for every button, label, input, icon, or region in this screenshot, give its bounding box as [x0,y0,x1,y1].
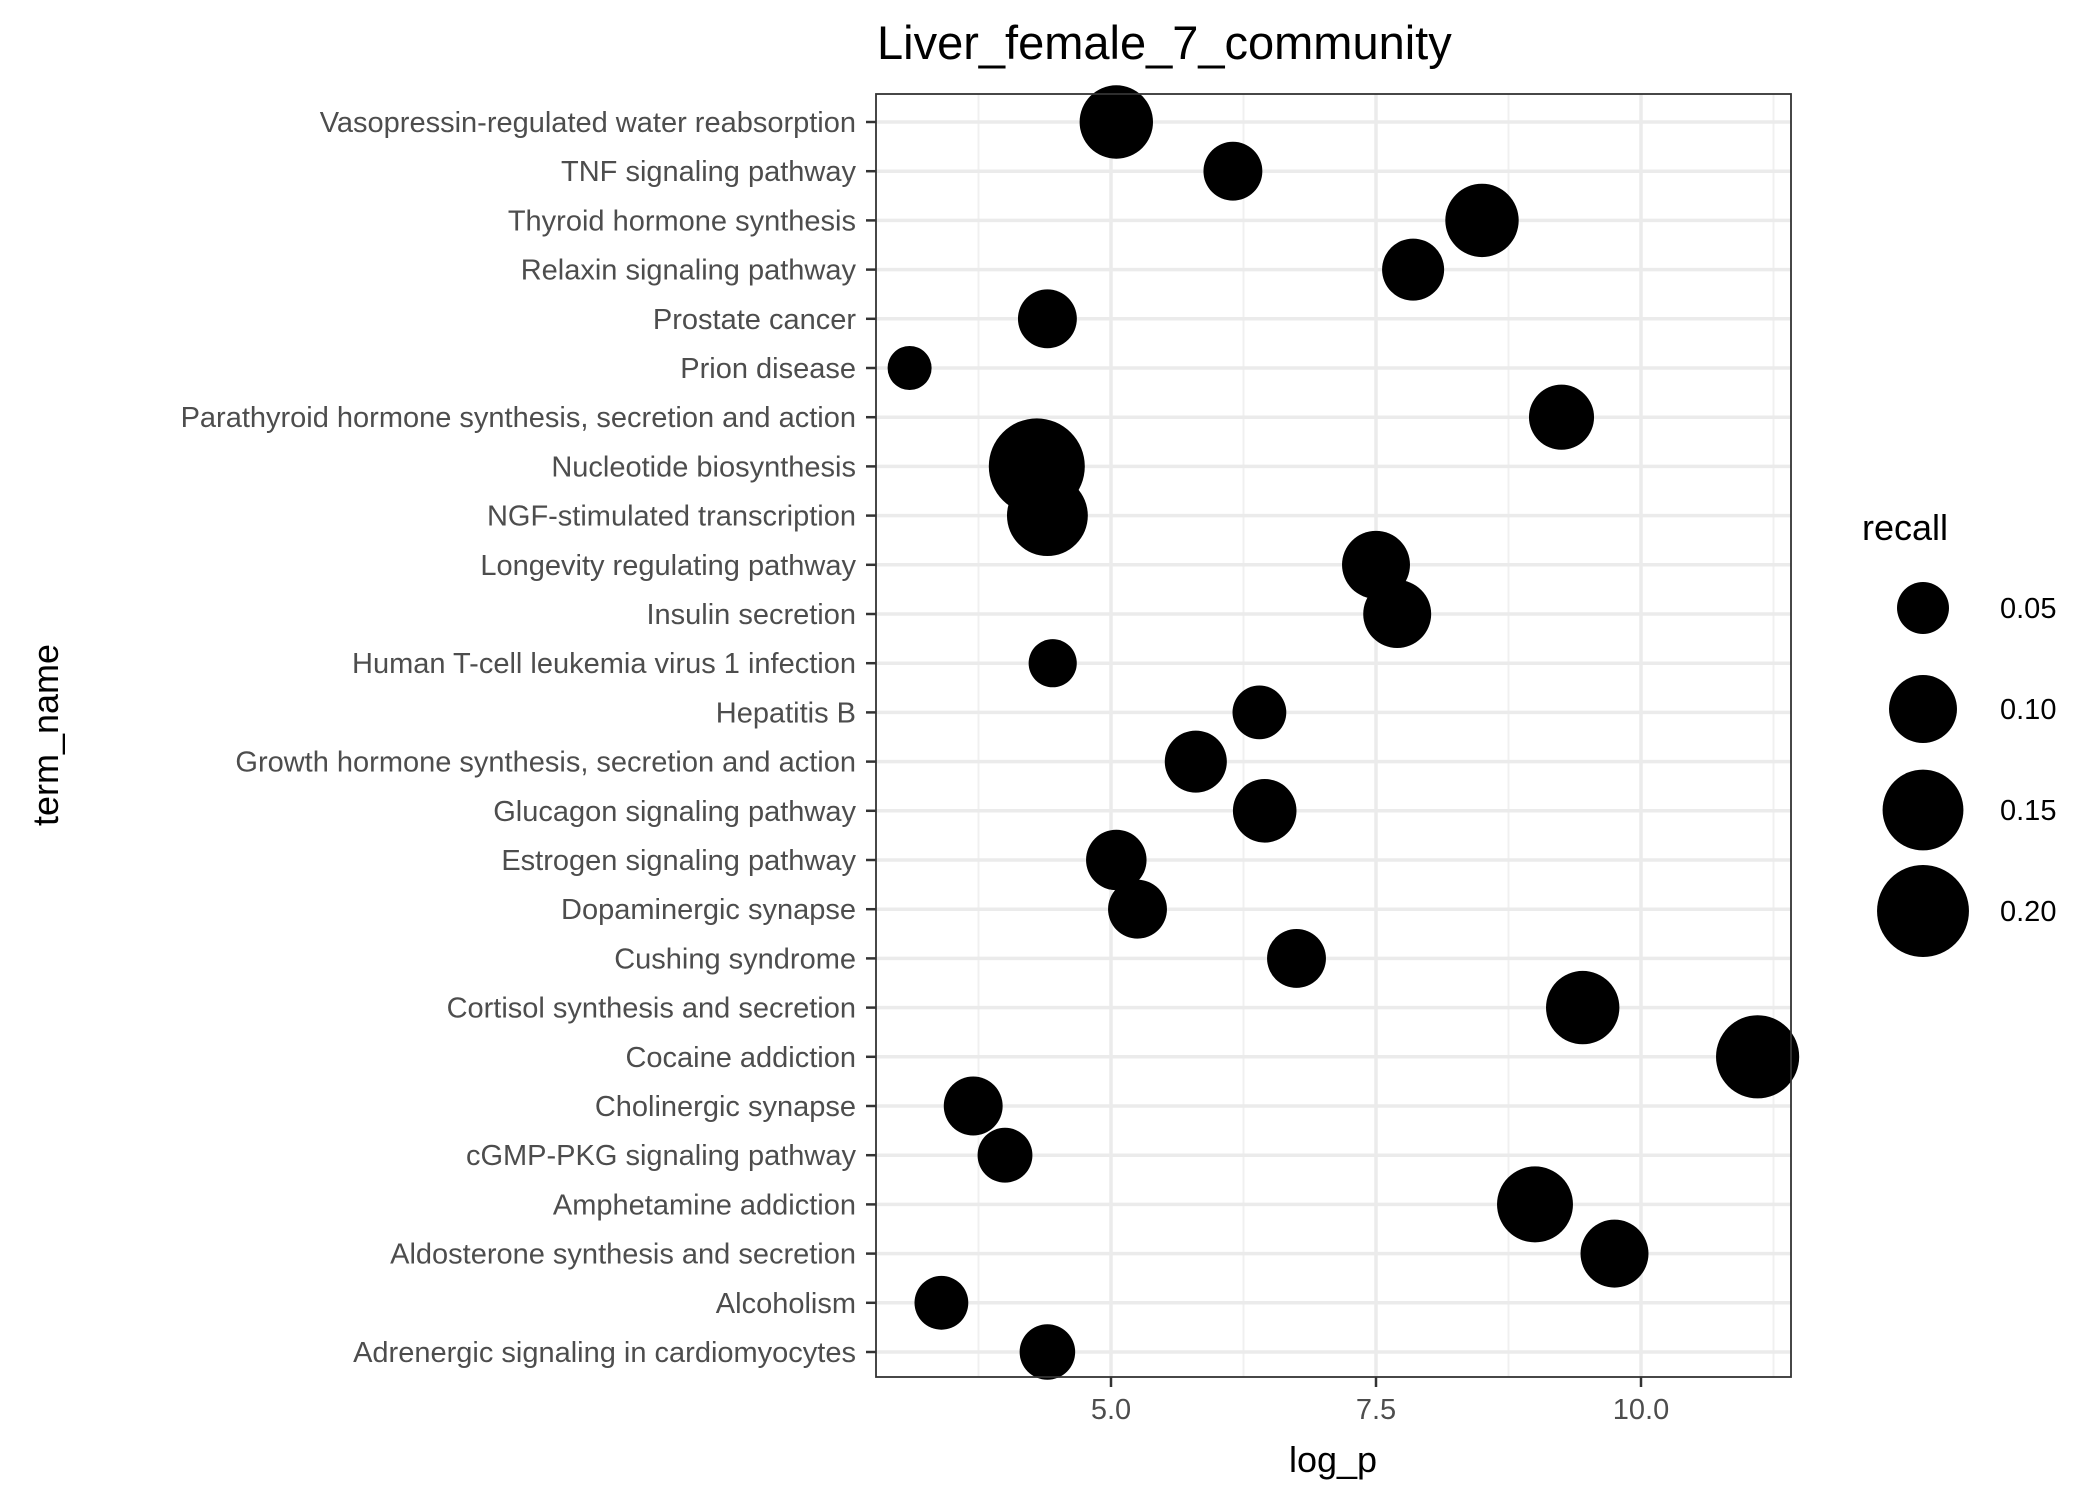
bubble [1580,1219,1649,1288]
legend-key-label: 0.15 [2000,795,2056,827]
panel-background [876,94,1791,1377]
bubble [1445,183,1519,258]
bubble [1546,970,1620,1045]
legend-key-label: 0.05 [2000,593,2056,625]
bubble [1108,879,1167,939]
bubble [1017,289,1077,349]
y-tick-label: Cushing syndrome [614,943,856,975]
y-tick-label: Dopaminergic synapse [561,894,856,926]
y-tick-label: Prostate cancer [653,304,856,336]
y-tick-label: Parathyroid hormone synthesis, secretion… [181,402,856,434]
bubble [1079,85,1153,159]
y-tick-label: Adrenergic signaling in cardiomyocytes [353,1337,856,1369]
y-tick-label: Prion disease [680,353,856,385]
x-tick-label: 10.0 [1613,1394,1669,1426]
bubble [988,418,1085,515]
y-tick-label: Vasopressin-regulated water reabsorption [320,107,856,139]
bubble [1203,141,1263,201]
bubble [943,1076,1003,1136]
x-tick-label: 7.5 [1356,1394,1396,1426]
bubble [977,1127,1033,1183]
panel-grid [876,94,1791,1377]
legend-key-label: 0.20 [2000,896,2056,928]
legend-key-circle [1889,675,1957,743]
size-legend: recall 0.05 0.10 0.15 0.20 [1862,507,2056,957]
y-axis-title: term_name [25,644,66,826]
y-tick-label: Growth hormone synthesis, secretion and … [235,747,856,779]
y-tick-label: Human T-cell leukemia virus 1 infection [352,648,856,680]
bubble [1232,779,1297,843]
legend-key-circle [1877,865,1969,957]
bubble [1716,1015,1800,1099]
y-tick-label: Nucleotide biosynthesis [551,451,856,483]
legend-key-label: 0.10 [2000,694,2056,726]
bubble [914,1275,969,1330]
y-tick-label: cGMP-PKG signaling pathway [466,1140,857,1172]
y-tick-label: Cortisol synthesis and secretion [447,993,856,1025]
bubble [1086,829,1147,891]
chart-title: Liver_female_7_community [877,16,1452,69]
y-tick-label: Relaxin signaling pathway [521,255,857,287]
x-tick-label: 5.0 [1091,1394,1131,1426]
bubble [1497,1166,1573,1243]
y-tick-label: Alcoholism [716,1288,856,1320]
bubble [1382,238,1445,301]
bubble [1232,685,1287,740]
y-axis: Adrenergic signaling in cardiomyocytes Al… [181,107,876,1369]
x-axis-title: log_p [1289,1439,1377,1480]
panel-border [875,93,1792,1378]
y-tick-label: Hepatitis B [716,697,856,729]
bubble-layer [887,85,1800,1380]
x-axis: 5.0 7.5 10.0 [1091,1377,1669,1426]
y-tick-label: Amphetamine addiction [553,1189,856,1221]
bubble [1028,639,1077,688]
bubble [1164,730,1227,793]
legend-title: recall [1862,507,1948,548]
legend-key-circle [1897,582,1949,634]
bubble [1267,928,1326,988]
y-tick-label: Cocaine addiction [625,1042,856,1074]
y-tick-label: NGF-stimulated transcription [487,501,856,533]
bubble [1019,1324,1076,1380]
bubble [1342,530,1410,599]
y-tick-label: Insulin secretion [646,599,856,631]
y-tick-label: Glucagon signaling pathway [493,796,856,828]
y-tick-label: TNF signaling pathway [561,156,856,188]
y-tick-label: Aldosterone synthesis and secretion [390,1239,856,1271]
bubble [1528,384,1595,450]
y-tick-label: Cholinergic synapse [595,1091,856,1123]
y-tick-label: Longevity regulating pathway [480,550,856,582]
y-tick-label: Thyroid hormone synthesis [508,205,856,237]
y-tick-label: Estrogen signaling pathway [501,845,856,877]
bubble [887,346,932,390]
legend-key-circle [1882,769,1964,851]
